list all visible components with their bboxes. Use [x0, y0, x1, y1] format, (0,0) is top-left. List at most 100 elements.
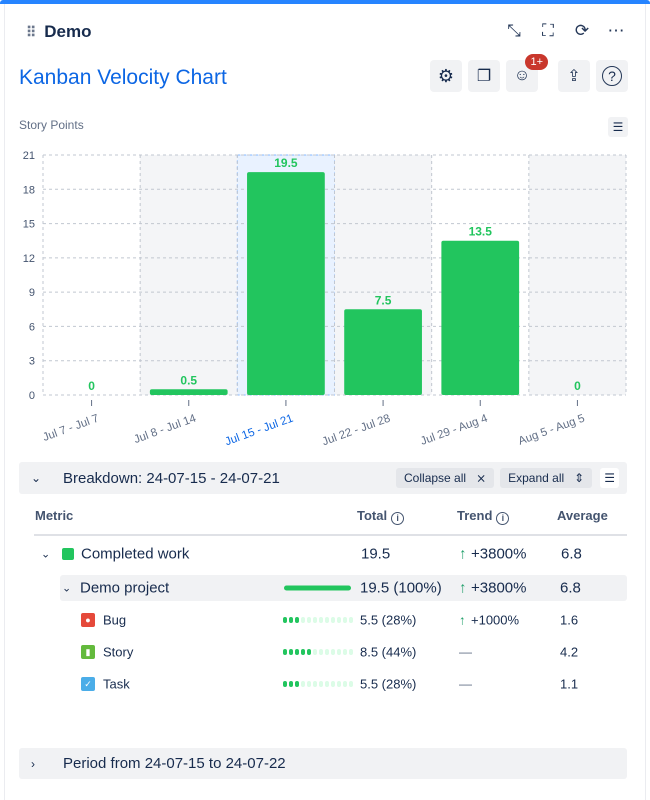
metric-label: Demo project [80, 579, 170, 597]
column-band [528, 155, 626, 395]
header-divider [34, 534, 627, 536]
share-dot [307, 617, 311, 623]
refresh-icon[interactable]: ⟳ [574, 21, 590, 40]
settings-button[interactable]: ⚙ [430, 60, 462, 92]
share-dot [319, 681, 323, 687]
x-tick-label[interactable]: Aug 5 - Aug 5 [517, 413, 587, 448]
collapse-all-label: Collapse all [404, 471, 467, 485]
top-accent-bar [0, 0, 650, 4]
completed-work-row[interactable]: ⌄ Completed work 19.5 ↑ +3800% 6.8 [19, 541, 627, 567]
share-dot [349, 649, 353, 655]
total-value: 19.5 (100%) [360, 579, 442, 597]
collapse-all-button[interactable]: Collapse all ⨯ [396, 468, 495, 488]
share-dot [283, 617, 287, 623]
share-dot [289, 649, 293, 655]
x-tick-label[interactable]: Jul 22 - Jul 28 [321, 413, 392, 449]
share-dot [295, 681, 299, 687]
info-icon[interactable]: i [391, 512, 405, 525]
data-label: 7.5 [375, 293, 392, 307]
share-dot [325, 681, 329, 687]
x-tick-label[interactable]: Jul 15 - Jul 21 [224, 413, 295, 449]
help-button[interactable]: ? [596, 60, 628, 92]
share-dot [337, 649, 341, 655]
bar[interactable] [149, 389, 228, 395]
column-total: Total i [357, 508, 405, 525]
share-dot [319, 649, 323, 655]
x-tick-label[interactable]: Jul 7 - Jul 7 [41, 413, 100, 444]
gear-icon: ⚙ [437, 65, 455, 86]
data-label: 0 [88, 379, 95, 393]
chevron-down-icon[interactable]: ⌄ [31, 471, 42, 485]
metric-label: Story [103, 644, 134, 660]
y-axis-label: Story Points [19, 118, 84, 132]
trend-value: +1000% [471, 612, 520, 628]
share-dots [283, 617, 353, 623]
share-dot [325, 649, 329, 655]
arrow-up-icon: ↑ [459, 545, 467, 563]
share-icon: ⇪ [567, 68, 581, 85]
project-row[interactable]: ⌄ Demo project 19.5 (100%) ↑ +3800% 6.8 [60, 575, 627, 601]
expand-icon: ⇕ [574, 471, 585, 485]
arrow-up-icon: ↑ [459, 579, 467, 597]
chevron-right-icon[interactable]: › [31, 756, 35, 771]
chart-options-button[interactable]: ☰ [608, 117, 628, 137]
trend-value: +3800% [471, 545, 527, 563]
y-tick-label: 6 [29, 321, 35, 333]
trend-value: — [459, 644, 472, 660]
y-tick-label: 9 [29, 287, 35, 299]
y-tick-label: 21 [23, 150, 35, 162]
share-dot [283, 681, 287, 687]
breakdown-options-button[interactable]: ☰ [600, 468, 619, 488]
bar[interactable] [344, 309, 422, 395]
issue-type-row[interactable]: ▮ Story 8.5 (44%) — 4.2 [19, 639, 627, 665]
metric-label: Bug [103, 612, 127, 628]
bar[interactable] [441, 240, 520, 395]
total-value: 8.5 (44%) [360, 644, 417, 660]
average-value: 6.8 [560, 579, 581, 597]
issue-type-row[interactable]: ✓ Task 5.5 (28%) — 1.1 [19, 671, 627, 697]
share-dot [319, 617, 323, 623]
copy-button[interactable]: ❐ [468, 60, 500, 92]
feedback-button[interactable]: ☺ 1+ [506, 54, 548, 92]
chevron-down-icon[interactable]: ⌄ [41, 548, 51, 561]
share-dots [283, 649, 353, 655]
x-tick-label[interactable]: Jul 29 - Aug 4 [419, 412, 490, 448]
gadget-header: ⠿ Demo [26, 22, 92, 42]
chevron-down-icon[interactable]: ⌄ [62, 582, 72, 595]
share-dot [289, 617, 293, 623]
fullscreen-icon[interactable]: ⛶ [542, 21, 554, 40]
series-color-swatch [62, 548, 74, 560]
expand-all-label: Expand all [508, 471, 565, 485]
sliders-icon: ☰ [604, 471, 615, 485]
share-dot [283, 649, 287, 655]
y-tick-label: 18 [23, 184, 35, 196]
bar[interactable] [247, 172, 325, 395]
share-dot [343, 649, 347, 655]
share-dot [313, 649, 317, 655]
x-tick-label[interactable]: Jul 8 - Jul 14 [132, 412, 198, 446]
column-trend: Trend i [457, 508, 510, 525]
minimize-icon[interactable]: ⤡ [507, 21, 521, 40]
sliders-icon: ☰ [612, 120, 624, 134]
drag-handle-icon[interactable]: ⠿ [26, 23, 36, 40]
issue-type-row[interactable]: ● Bug 5.5 (28%) ↑ +1000% 1.6 [19, 607, 627, 633]
bug-icon: ● [81, 613, 95, 627]
share-dot [325, 617, 329, 623]
report-title[interactable]: Kanban Velocity Chart [19, 66, 227, 89]
share-button[interactable]: ⇪ [558, 60, 590, 92]
breakdown-header[interactable]: ⌄ Breakdown: 24-07-15 - 24-07-21 Collaps… [19, 462, 627, 494]
period-section[interactable]: › Period from 24-07-15 to 24-07-22 [19, 748, 627, 779]
more-icon[interactable]: ⋯ [607, 21, 625, 40]
info-icon[interactable]: i [496, 512, 510, 525]
data-label: 13.5 [469, 225, 493, 239]
share-dot [337, 617, 341, 623]
y-tick-label: 12 [23, 253, 35, 265]
gadget-frame [4, 4, 646, 800]
task-icon: ✓ [81, 677, 95, 691]
share-dot [331, 649, 335, 655]
share-dot [331, 681, 335, 687]
copy-icon: ❐ [476, 68, 492, 85]
column-band [140, 155, 238, 395]
expand-all-button[interactable]: Expand all ⇕ [500, 468, 593, 488]
data-label: 19.5 [274, 156, 298, 170]
